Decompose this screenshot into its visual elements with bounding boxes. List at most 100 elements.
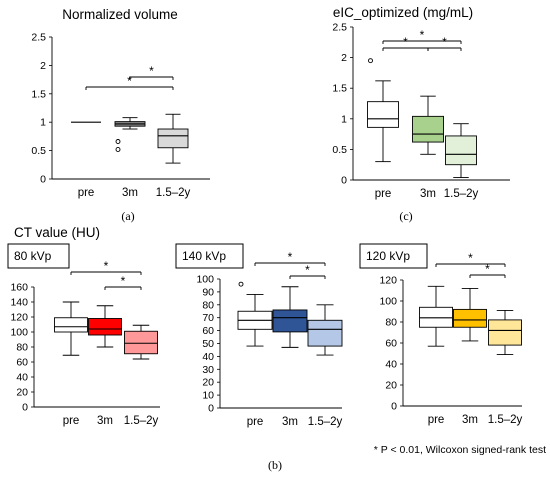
- box-body: [367, 101, 399, 128]
- y-tick-label: 80: [385, 317, 397, 329]
- chart-normalized-volume: Normalized volume 0 0.5 1 1.5 2 2.5 pre 3m 1.5–2y…: [31, 7, 210, 199]
- significance-bracket: *: [427, 35, 462, 51]
- outlier-point: [115, 147, 121, 152]
- box-1: [114, 117, 146, 152]
- x-category-label: 1.5–2y: [124, 415, 159, 427]
- chart-ct-80kvp: 80 kVp 0 20 40 60 80 100 120 140 160 pre 3m 1.5–2y * *: [7, 243, 160, 427]
- significance-star: *: [442, 35, 447, 49]
- box-0: [237, 281, 273, 347]
- section-title: CT value (HU): [14, 225, 100, 240]
- box-body: [307, 319, 343, 347]
- y-tick-label: 0: [40, 174, 46, 186]
- y-tick-label: 2.5: [31, 32, 46, 44]
- y-tick-label: 140: [10, 297, 28, 309]
- significance-star: *: [121, 274, 126, 288]
- box-0: [367, 58, 399, 163]
- panel-label-a: (a): [121, 209, 134, 223]
- kvp-label-box: [359, 243, 428, 269]
- box-2: [445, 123, 477, 179]
- chart-title: 80 kVp: [14, 249, 52, 263]
- outlier-point: [238, 281, 244, 287]
- y-tick-label: 50: [202, 338, 214, 350]
- significance-bracket: *: [129, 64, 174, 80]
- y-tick-label: 40: [16, 372, 28, 384]
- x-category-label: 3m: [462, 414, 478, 426]
- significance-star: *: [468, 251, 473, 265]
- box-body: [272, 309, 308, 333]
- significance-star: *: [149, 64, 154, 78]
- box-2: [124, 324, 158, 360]
- y-tick-label: 100: [10, 327, 28, 339]
- box-body: [445, 135, 477, 166]
- x-category-label: 1.5–2y: [444, 188, 479, 200]
- box-1: [272, 286, 308, 348]
- x-category-label: pre: [247, 416, 264, 428]
- box-body: [157, 128, 189, 149]
- significance-star: *: [288, 250, 293, 264]
- x-category-label: pre: [63, 415, 80, 427]
- outlier-point: [115, 139, 121, 144]
- y-tick-label: 2: [40, 60, 46, 72]
- y-tick-label: 20: [385, 380, 397, 392]
- x-category-label: pre: [428, 414, 445, 426]
- x-category-label: 1.5–2y: [488, 414, 523, 426]
- y-tick-label: 60: [202, 325, 214, 337]
- box-1: [453, 287, 487, 342]
- x-category-label: 1.5–2y: [156, 187, 191, 199]
- significance-star: *: [485, 262, 490, 276]
- x-category-label: pre: [78, 187, 95, 199]
- y-tick-label: 1.5: [332, 83, 347, 95]
- y-tick-label: 100: [379, 296, 397, 308]
- x-category-label: 3m: [122, 187, 138, 199]
- box-1: [88, 305, 122, 348]
- chart-title: eIC_optimized (mg/mL): [333, 5, 473, 20]
- y-tick-label: 0: [341, 175, 347, 187]
- y-tick-label: 1: [40, 117, 46, 129]
- significance-star: *: [420, 28, 425, 42]
- y-tick-label: 120: [10, 312, 28, 324]
- significance-bracket: *: [435, 251, 506, 267]
- x-category-label: pre: [375, 188, 392, 200]
- x-category-label: 1.5–2y: [308, 416, 343, 428]
- significance-bracket: *: [85, 74, 174, 90]
- chart-title: Normalized volume: [62, 7, 178, 22]
- kvp-label-box: [7, 243, 70, 269]
- kvp-label-box: [175, 243, 244, 269]
- significance-star: *: [104, 259, 109, 273]
- box-body: [124, 330, 158, 355]
- y-tick-label: 20: [16, 387, 28, 399]
- y-tick-label: 40: [202, 351, 214, 363]
- y-tick-label: 70: [202, 312, 214, 324]
- y-tick-label: 60: [385, 338, 397, 350]
- y-tick-label: 0: [208, 403, 214, 415]
- significance-bracket: *: [70, 259, 142, 275]
- box-body: [453, 308, 487, 328]
- box-body: [412, 115, 444, 143]
- significance-bracket: *: [469, 262, 506, 278]
- chart-ct-120kvp: 120 kVp 0 20 40 60 80 100 120 pre 3m 1.5–2y * *: [359, 243, 523, 426]
- y-tick-label: 120: [379, 275, 397, 287]
- chart-eic-optimized: eIC_optimized (mg/mL) 0 0.5 1 1.5 2 2.5 pre 3m 1.…: [332, 5, 510, 200]
- significance-star: *: [127, 74, 132, 88]
- y-tick-label: 0: [391, 401, 397, 413]
- y-tick-label: 90: [202, 286, 214, 298]
- box-body: [88, 318, 122, 336]
- y-tick-label: 40: [385, 359, 397, 371]
- y-tick-label: 80: [202, 299, 214, 311]
- box-1: [412, 95, 444, 155]
- significance-star: *: [305, 263, 310, 277]
- x-category-label: 3m: [282, 416, 298, 428]
- y-tick-label: 100: [196, 274, 214, 286]
- footnote: * P < 0.01, Wilcoxon signed-rank test: [374, 444, 546, 456]
- x-category-label: 3m: [420, 188, 436, 200]
- y-tick-label: 60: [16, 357, 28, 369]
- y-tick-label: 2: [341, 52, 347, 64]
- y-tick-label: 0.5: [332, 144, 347, 156]
- box-0: [419, 285, 453, 347]
- y-tick-label: 0: [22, 402, 28, 414]
- y-tick-label: 160: [10, 282, 28, 294]
- significance-star: *: [403, 35, 408, 49]
- significance-bracket: *: [289, 263, 326, 279]
